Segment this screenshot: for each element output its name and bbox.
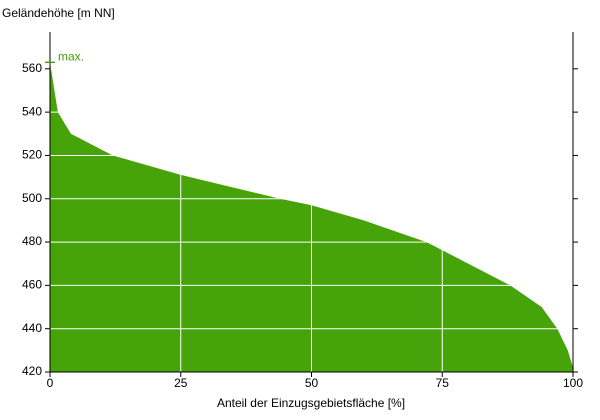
y-tick-label: 560 <box>22 61 42 75</box>
y-axis-title: Geländehöhe [m NN] <box>2 6 115 20</box>
x-tick-label: 50 <box>305 376 319 390</box>
y-tick-label: 520 <box>22 148 42 162</box>
y-tick-label: 440 <box>22 321 42 335</box>
y-tick-label: 500 <box>22 191 42 205</box>
x-tick-label: 0 <box>47 376 54 390</box>
x-tick-label: 100 <box>563 376 583 390</box>
y-tick-label: 420 <box>22 364 42 378</box>
y-tick-label: 460 <box>22 278 42 292</box>
y-tick-label: 480 <box>22 234 42 248</box>
x-axis-title: Anteil der Einzugsgebietsfläche [%] <box>217 396 405 410</box>
x-tick-label: 25 <box>174 376 188 390</box>
x-tick-label: 75 <box>436 376 450 390</box>
max-label: max. <box>58 49 84 63</box>
y-tick-label: 540 <box>22 104 42 118</box>
